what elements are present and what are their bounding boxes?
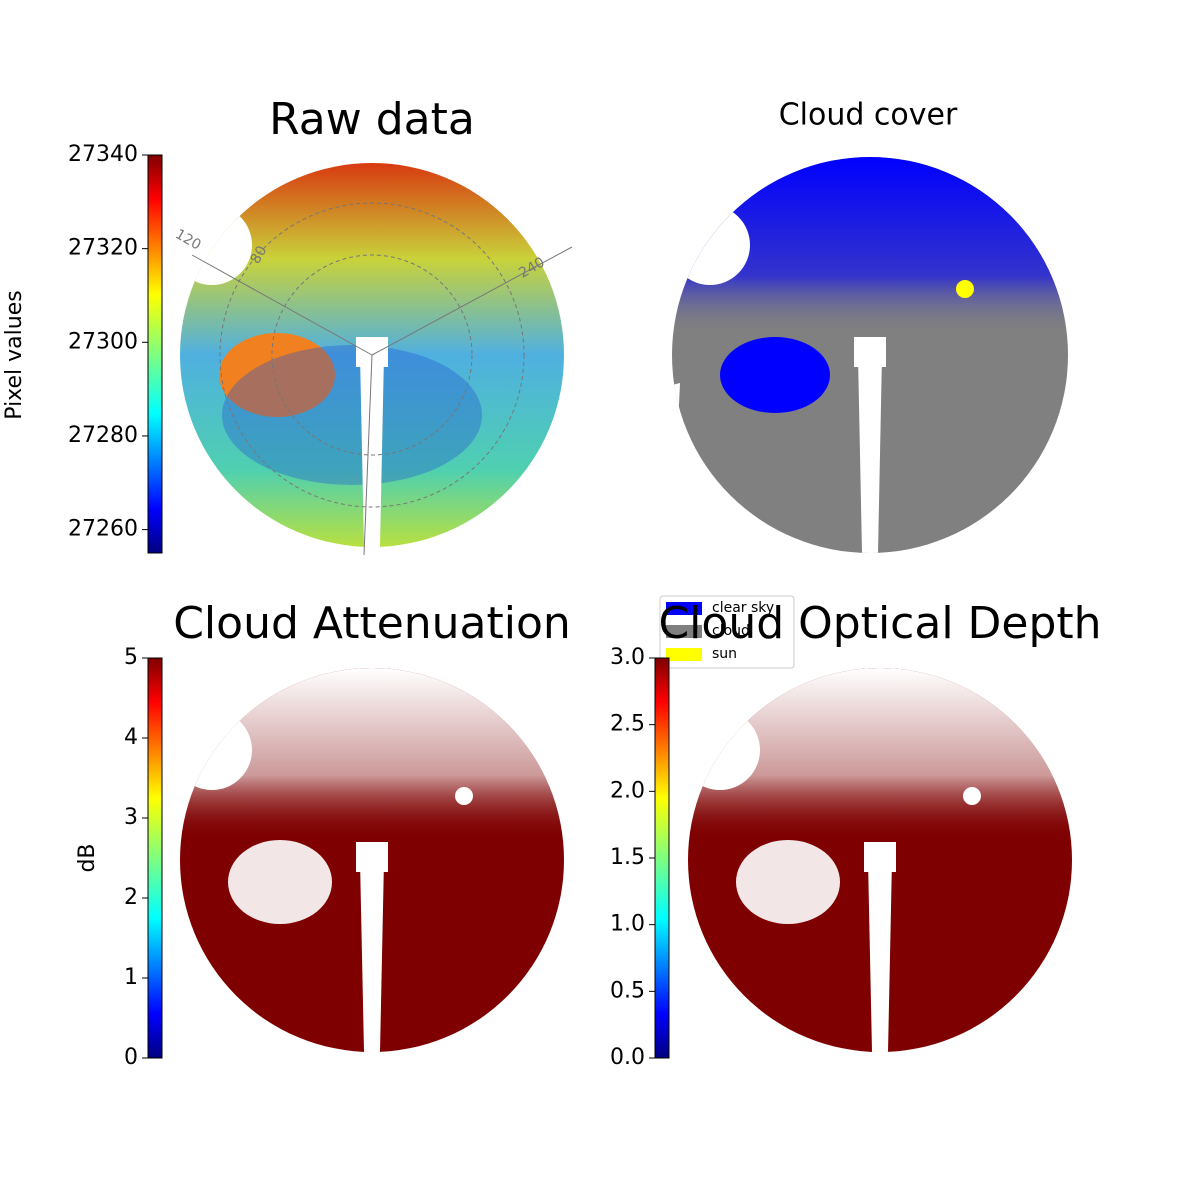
legend-label: sun xyxy=(712,646,737,662)
colorbar-tick-label: 0.5 xyxy=(610,978,645,1003)
sky-image xyxy=(180,668,564,1052)
sun-hole xyxy=(455,787,473,805)
clear-region xyxy=(736,840,840,924)
colorbar-tick-label: 27260 xyxy=(68,517,138,542)
polar-axis xyxy=(371,246,573,356)
legend-label: clear sky xyxy=(712,600,774,616)
mask-notch xyxy=(180,710,252,790)
clear-region xyxy=(720,337,830,413)
mask-corner xyxy=(180,888,182,1052)
mask-arm xyxy=(868,860,892,1052)
colorbar-tick-label: 1.5 xyxy=(610,845,645,870)
mask-block xyxy=(864,842,896,872)
polar-grid xyxy=(271,254,473,456)
panel-title: Cloud Attenuation xyxy=(173,598,571,649)
colorbar-tick-label: 27280 xyxy=(68,423,138,448)
mask-block xyxy=(356,842,388,872)
panel-title: Cloud Optical Depth xyxy=(658,598,1101,649)
mask-arm xyxy=(360,355,384,547)
sky-image xyxy=(688,668,1072,1052)
sun-hole xyxy=(963,787,981,805)
colorbar-label: Pixel values xyxy=(2,290,27,419)
dark-region xyxy=(222,345,482,485)
polar-axis xyxy=(363,354,373,556)
polar-grid xyxy=(219,202,525,508)
sky-image xyxy=(180,163,564,547)
polar-axis xyxy=(191,254,373,356)
polar-label: 120 xyxy=(172,226,203,253)
colorbar xyxy=(147,154,163,554)
mask-corner xyxy=(672,383,680,553)
colorbar-tick-label: 27300 xyxy=(68,329,138,354)
legend-swatch xyxy=(666,625,702,638)
clear-region xyxy=(228,840,332,924)
colorbar-tick-label: 5 xyxy=(124,645,138,670)
sky-image xyxy=(672,157,1068,553)
colorbar-tick-label: 1.0 xyxy=(610,912,645,937)
colorbar xyxy=(147,657,163,1059)
mask-corner xyxy=(688,888,690,1052)
colorbar-label: dB xyxy=(75,843,100,872)
legend-label: cloud xyxy=(712,623,750,639)
legend-swatch xyxy=(666,648,702,661)
colorbar-tick-label: 2.0 xyxy=(610,778,645,803)
mask-notch xyxy=(672,205,750,285)
colorbar-tick-label: 2 xyxy=(124,885,138,910)
colorbar xyxy=(654,657,670,1059)
mask-notch xyxy=(688,710,760,790)
mask-block xyxy=(854,337,886,367)
colorbar-tick-label: 4 xyxy=(124,725,138,750)
sun xyxy=(956,280,974,298)
colorbar-tick-label: 3.0 xyxy=(610,645,645,670)
colorbar-tick-label: 0.0 xyxy=(610,1045,645,1070)
panel-title: Raw data xyxy=(269,94,475,145)
colorbar-tick-label: 27340 xyxy=(68,142,138,167)
mask-arm xyxy=(858,355,882,553)
polar-label: 80 xyxy=(248,243,271,266)
legend-swatch xyxy=(666,602,702,615)
bright-region xyxy=(219,333,335,417)
colorbar-tick-label: 3 xyxy=(124,805,138,830)
colorbar-tick-label: 2.5 xyxy=(610,712,645,737)
colorbar-tick-label: 0 xyxy=(124,1045,138,1070)
mask-corner xyxy=(180,383,182,547)
colorbar-tick-label: 1 xyxy=(124,965,138,990)
panel-title: Cloud cover xyxy=(779,98,958,133)
mask-arm xyxy=(360,860,384,1052)
colorbar-tick-label: 27320 xyxy=(68,236,138,261)
